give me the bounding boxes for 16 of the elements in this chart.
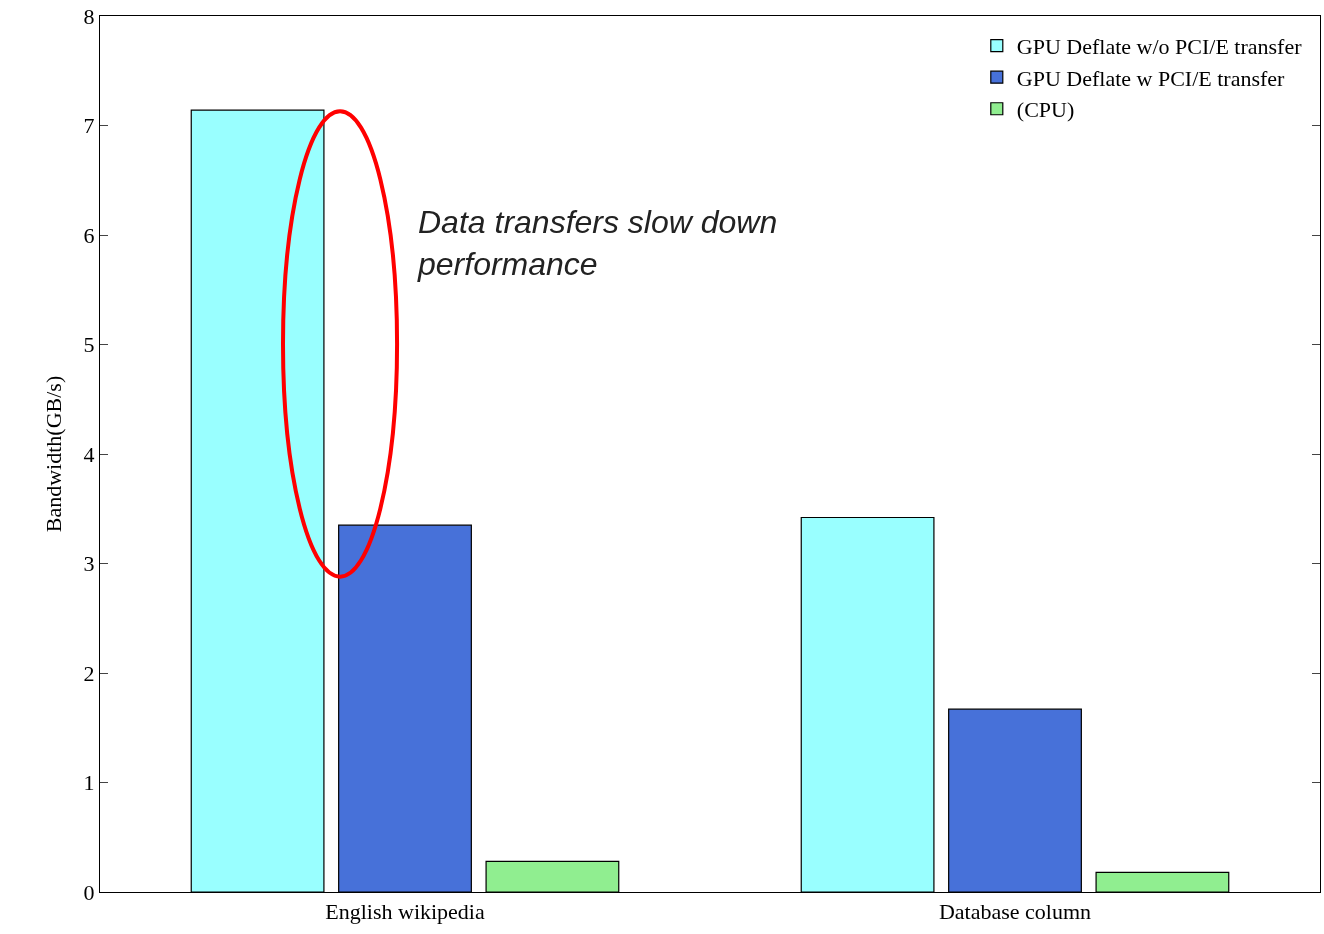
legend-label: GPU Deflate w/o PCI/E transfer <box>1016 34 1303 60</box>
y-tick-label: 5 <box>83 332 95 358</box>
y-tick-label: 6 <box>83 222 95 248</box>
legend-label: GPU Deflate w PCI/E transfer <box>1016 65 1286 91</box>
y-tick-label: 7 <box>83 113 95 139</box>
legend-label: (CPU) <box>1016 97 1075 123</box>
y-axis-title: Bandwidth(GB/s) <box>41 375 67 533</box>
annotation: Data transfers slow down performance <box>417 204 778 282</box>
y-tick-label: 2 <box>83 660 95 686</box>
x-tick-label: English wikipedia <box>325 899 485 925</box>
y-tick-label: 0 <box>83 879 95 905</box>
y-tick-label: 4 <box>83 441 95 467</box>
x-tick-label: Database column <box>938 899 1092 925</box>
y-tick-label: 1 <box>83 770 95 796</box>
y-tick-label: 3 <box>83 551 95 577</box>
y-tick-label: 8 <box>83 3 95 29</box>
